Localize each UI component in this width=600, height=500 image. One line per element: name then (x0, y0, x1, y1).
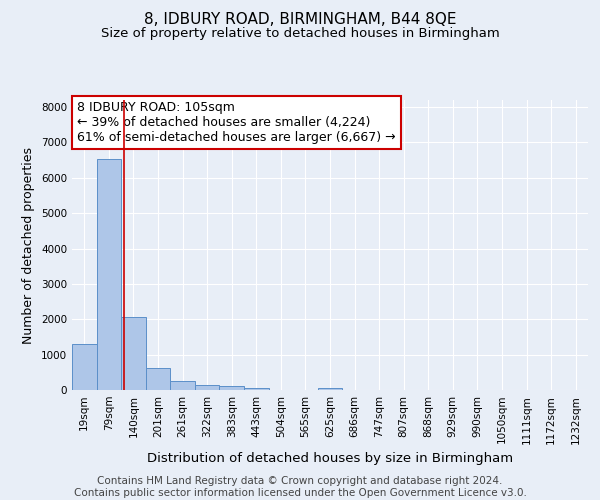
Text: 8, IDBURY ROAD, BIRMINGHAM, B44 8QE: 8, IDBURY ROAD, BIRMINGHAM, B44 8QE (144, 12, 456, 28)
Bar (170, 381, 195, 390)
Text: Contains HM Land Registry data © Crown copyright and database right 2024.
Contai: Contains HM Land Registry data © Crown c… (74, 476, 526, 498)
Text: 8 IDBURY ROAD: 105sqm
← 39% of detached houses are smaller (4,224)
61% of semi-d: 8 IDBURY ROAD: 105sqm ← 39% of detached … (77, 102, 396, 144)
Bar (146, 368, 170, 390)
Bar (220, 386, 244, 390)
Bar (195, 386, 220, 390)
Bar (72, 344, 97, 390)
Bar (244, 388, 269, 390)
X-axis label: Distribution of detached houses by size in Birmingham: Distribution of detached houses by size … (147, 452, 513, 465)
Text: Size of property relative to detached houses in Birmingham: Size of property relative to detached ho… (101, 28, 499, 40)
Y-axis label: Number of detached properties: Number of detached properties (22, 146, 35, 344)
Bar (121, 317, 146, 390)
Bar (318, 388, 342, 390)
Bar (97, 159, 121, 390)
